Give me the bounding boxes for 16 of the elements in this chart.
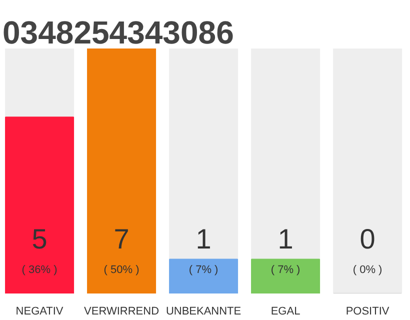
data-label: ( 50% ): [104, 264, 140, 276]
data-label: ( 7% ): [188, 264, 218, 276]
annotation: 0: [360, 223, 376, 254]
data-label: ( 36% ): [22, 264, 58, 276]
data-label: ( 0% ): [352, 264, 382, 276]
annotation: 7: [114, 223, 130, 254]
x-tick-label: UNBEKANNTE: [166, 306, 242, 318]
annotation: 5: [32, 223, 48, 254]
chart-title: 0348254343086: [2, 14, 234, 50]
x-tick-label: POSITIV: [346, 306, 390, 318]
annotation: 1: [278, 223, 294, 254]
x-tick-label: VERWIRREND: [84, 306, 160, 318]
annotation: 1: [196, 223, 212, 254]
data-label: ( 7% ): [270, 264, 300, 276]
x-tick-label: EGAL: [270, 306, 300, 318]
x-tick-label: NEGATIV: [16, 306, 64, 318]
